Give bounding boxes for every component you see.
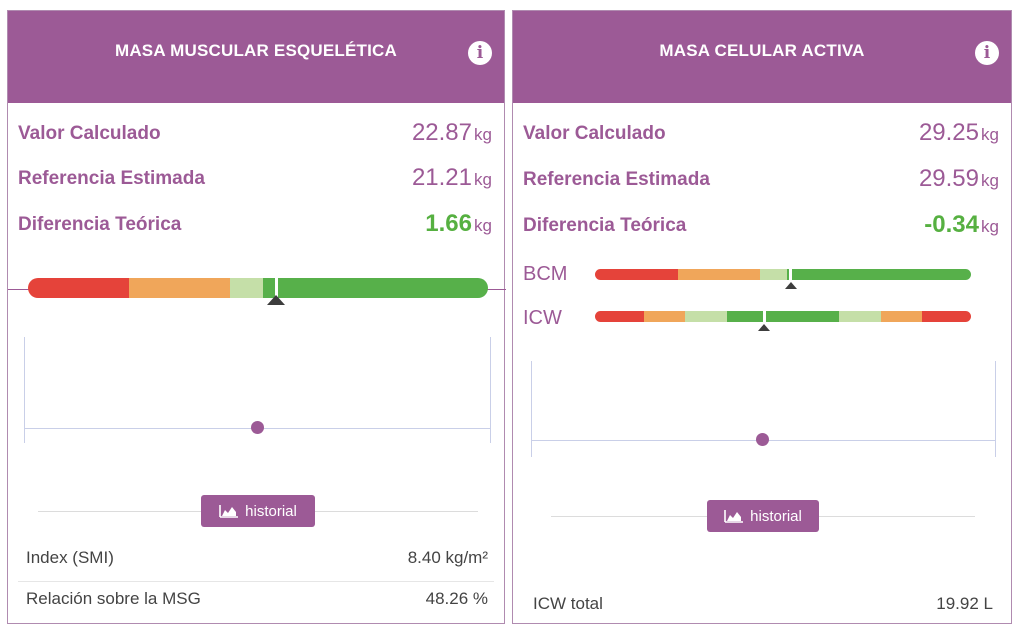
row-label: Referencia Estimada xyxy=(523,169,710,190)
scale-segment xyxy=(760,269,787,280)
bcm-marker-tick xyxy=(789,267,793,282)
info-icon[interactable]: i xyxy=(468,41,492,65)
row-unit: kg xyxy=(981,217,999,236)
estimated-reference-row: Referencia Estimada 21.21 kg xyxy=(18,164,492,194)
footer-label: Index (SMI) xyxy=(26,548,114,567)
area-chart-icon xyxy=(724,510,744,523)
row-label: Valor Calculado xyxy=(18,123,161,144)
plot-axis-right xyxy=(995,361,996,457)
scale-segment xyxy=(839,311,881,322)
area-chart-icon xyxy=(219,505,239,518)
plot-data-point xyxy=(251,421,264,434)
row-value: 21.21 xyxy=(411,164,472,191)
scale-segment xyxy=(922,311,971,322)
history-button[interactable]: historial xyxy=(201,495,315,527)
msg-ratio-row: Relación sobre la MSG 48.26 % xyxy=(26,589,488,615)
row-label: Diferencia Teórica xyxy=(18,214,182,235)
row-unit: kg xyxy=(474,216,492,235)
scale-segment xyxy=(786,269,971,280)
row-value: 29.59 xyxy=(918,165,979,192)
row-value: 22.87 xyxy=(411,119,472,146)
card-header: MASA MUSCULAR ESQUELÉTICA i xyxy=(8,11,504,103)
plot-axis-left xyxy=(531,361,532,457)
row-unit: kg xyxy=(474,170,492,189)
plot-axis-left xyxy=(24,337,25,443)
card-title: MASA CELULAR ACTIVA xyxy=(659,41,865,60)
history-button-label: historial xyxy=(245,502,297,520)
row-unit: kg xyxy=(981,171,999,190)
history-button-label: historial xyxy=(750,507,802,525)
footer-divider xyxy=(18,581,494,582)
active-cell-mass-card: MASA CELULAR ACTIVA i Valor Calculado 29… xyxy=(512,10,1012,624)
scale-segment xyxy=(262,278,488,298)
theoretical-difference-row: Diferencia Teórica 1.66 kg xyxy=(18,210,492,240)
scale-segment xyxy=(643,311,686,322)
scale-segment xyxy=(230,278,263,298)
icw-label: ICW xyxy=(523,307,562,329)
footer-label: ICW total xyxy=(533,594,603,613)
bcm-range-bar xyxy=(595,269,971,280)
row-value: 29.25 xyxy=(918,119,979,146)
scale-segment xyxy=(880,311,923,322)
scale-marker-tick xyxy=(274,276,278,300)
range-scale-bar xyxy=(28,278,488,298)
icw-range-bar xyxy=(595,311,971,322)
card-header: MASA CELULAR ACTIVA i xyxy=(513,11,1011,103)
scale-segment xyxy=(129,278,231,298)
scale-segment xyxy=(28,278,130,298)
estimated-reference-row: Referencia Estimada 29.59 kg xyxy=(523,165,999,195)
scale-marker-arrow xyxy=(267,295,286,305)
calculated-value-row: Valor Calculado 22.87 kg xyxy=(18,119,492,149)
row-unit: kg xyxy=(474,125,492,144)
plot-axis-right xyxy=(490,337,491,443)
theoretical-difference-row: Diferencia Teórica -0.34 kg xyxy=(523,211,999,241)
icw-marker-tick xyxy=(762,309,766,324)
row-value: -0.34 xyxy=(924,211,979,238)
info-icon[interactable]: i xyxy=(975,41,999,65)
bcm-marker-arrow xyxy=(784,282,797,289)
row-unit: kg xyxy=(981,125,999,144)
row-label: Referencia Estimada xyxy=(18,168,205,189)
row-label: Diferencia Teórica xyxy=(523,215,687,236)
icw-total-row: ICW total 19.92 L xyxy=(533,594,993,620)
scale-segment xyxy=(726,311,840,322)
row-label: Valor Calculado xyxy=(523,123,666,144)
scale-segment xyxy=(685,311,727,322)
bcm-label: BCM xyxy=(523,263,568,285)
smi-index-row: Index (SMI) 8.40 kg/m² xyxy=(26,548,488,574)
skeletal-muscle-mass-card: MASA MUSCULAR ESQUELÉTICA i Valor Calcul… xyxy=(7,10,506,624)
row-value: 1.66 xyxy=(425,210,472,237)
history-button[interactable]: historial xyxy=(707,500,819,532)
calculated-value-row: Valor Calculado 29.25 kg xyxy=(523,119,999,149)
scale-segment xyxy=(595,311,644,322)
footer-label: Relación sobre la MSG xyxy=(26,589,201,608)
icw-marker-arrow xyxy=(758,324,771,331)
scale-segment xyxy=(595,269,678,280)
footer-value: 19.92 L xyxy=(936,594,993,613)
scale-segment xyxy=(677,269,761,280)
footer-value: 8.40 kg/m² xyxy=(407,548,488,567)
footer-value: 48.26 % xyxy=(425,589,488,608)
plot-data-point xyxy=(756,433,769,446)
card-title: MASA MUSCULAR ESQUELÉTICA xyxy=(114,41,398,60)
